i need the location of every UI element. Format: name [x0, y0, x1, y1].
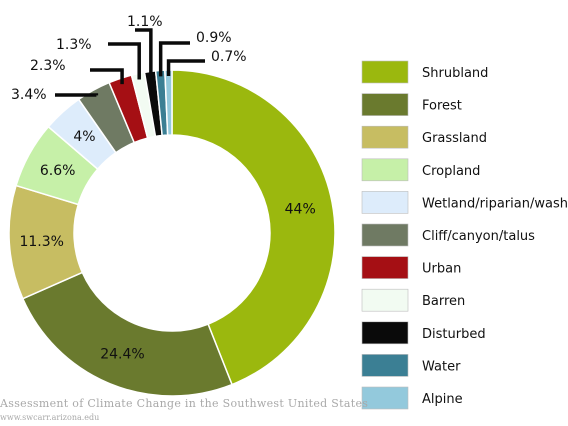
leader-line-barren: [108, 42, 141, 80]
legend-label-shrubland: Shrubland: [422, 66, 488, 81]
legend-label-alpine: Alpine: [422, 392, 463, 407]
legend-label-wetland-riparian-wash: Wetland/riparian/wash: [422, 196, 568, 211]
legend-swatch-alpine: [361, 386, 409, 410]
slice-label-water: 0.9%: [196, 30, 232, 46]
slice-label-urban: 2.3%: [30, 58, 66, 74]
leader-line-disturbed: [135, 28, 153, 78]
legend-swatch-wetland-riparian-wash: [361, 191, 409, 214]
slice-label-wetland-riparian-wash: 4%: [73, 129, 95, 145]
legend-swatch-cliff-canyon-talus: [361, 223, 409, 247]
leader-line-urban: [90, 68, 124, 85]
slice-label-grassland: 11.3%: [19, 234, 63, 250]
legend-label-cropland: Cropland: [422, 164, 480, 179]
slice-label-disturbed: 1.1%: [127, 14, 163, 30]
legend-swatch-cropland: [361, 158, 409, 182]
legend-label-cliff-canyon-talus: Cliff/canyon/talus: [422, 229, 535, 244]
slice-label-cropland: 6.6%: [40, 163, 76, 179]
legend-swatch-grassland: [361, 125, 409, 149]
legend-label-forest: Forest: [422, 99, 462, 114]
legend-swatch-disturbed: [361, 321, 409, 345]
legend-swatch-forest: [361, 93, 409, 116]
legend-swatch-water: [361, 354, 409, 377]
slice-shrubland: [171, 69, 336, 386]
slice-label-forest: 24.4%: [100, 347, 144, 363]
slice-label-cliff-canyon-talus: 3.4%: [11, 87, 47, 103]
slice-labels: 44% 24.4% 11.3% 6.6% 4% 3.4% 2.3% 1.3% 1.1% 0.9% 0…: [11, 14, 316, 363]
slice-label-alpine: 0.7%: [211, 49, 247, 65]
footer-title: Assessment of Climate Change in the Sout…: [0, 397, 369, 410]
donut-slices: [8, 69, 336, 397]
footer-url: www.swcarr.arizona.edu: [0, 413, 100, 422]
slice-forest: [21, 271, 233, 397]
leader-line-alpine: [166, 59, 205, 77]
legend-label-barren: Barren: [422, 294, 465, 309]
legend-label-urban: Urban: [422, 262, 461, 277]
legend-label-disturbed: Disturbed: [422, 327, 486, 342]
leader-line-water: [158, 41, 190, 77]
callout-leader-lines: [55, 28, 205, 97]
legend-label-water: Water: [422, 359, 461, 374]
legend-swatch-shrubland: [361, 60, 409, 84]
slice-label-barren: 1.3%: [56, 37, 92, 53]
legend: Shrubland Forest Grassland Cropland Wetland/…: [361, 60, 568, 410]
slice-label-shrubland: 44%: [285, 202, 316, 218]
legend-swatch-barren: [361, 288, 409, 312]
legend-label-grassland: Grassland: [422, 131, 487, 146]
legend-swatch-urban: [361, 256, 409, 279]
